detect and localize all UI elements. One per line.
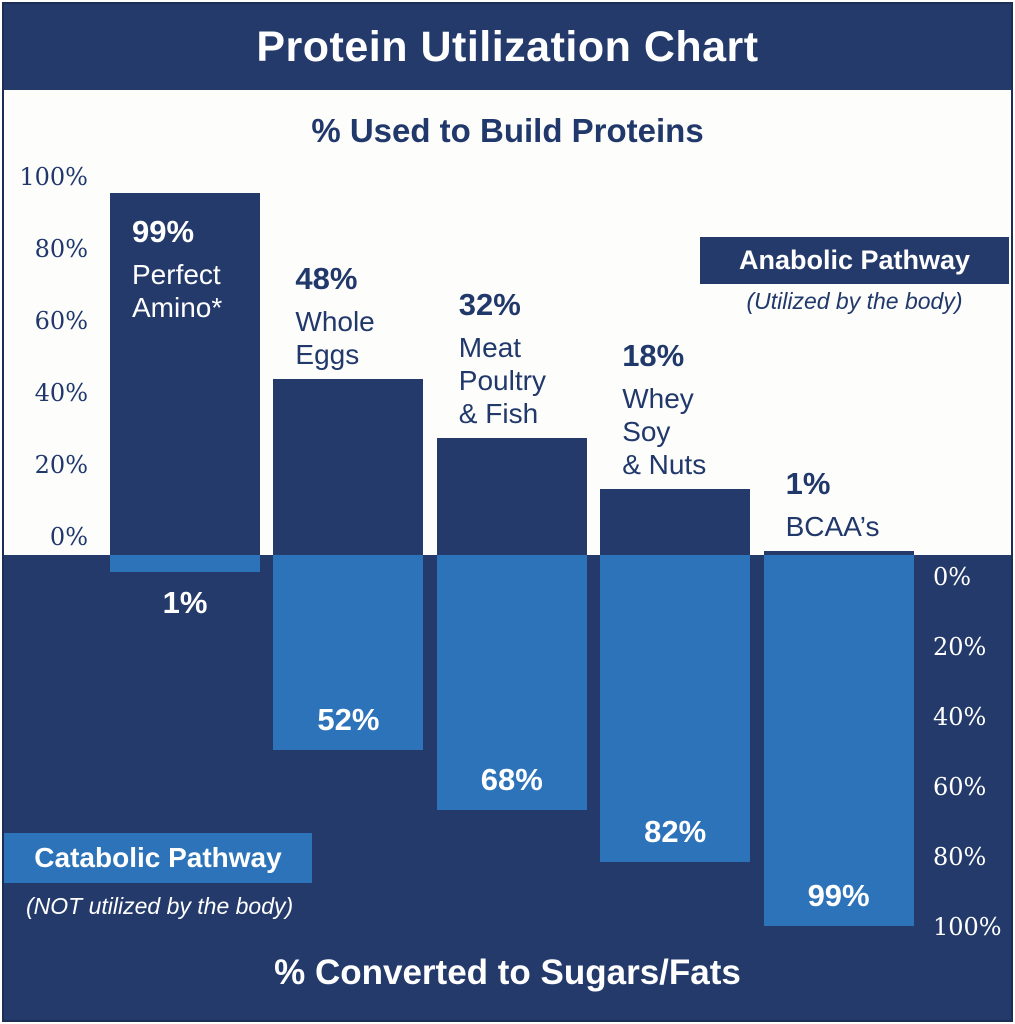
anabolic-pathway-sublabel: (Utilized by the body): [746, 288, 963, 314]
bottom-axis-title: % Converted to Sugars/Fats: [274, 953, 741, 992]
anabolic-bar: [436, 437, 587, 555]
left-axis-tick-label: 100%: [19, 163, 88, 191]
catabolic-pathway-legend: Catabolic Pathway: [4, 833, 312, 883]
page-title: Protein Utilization Chart: [256, 22, 759, 71]
anabolic-pathway-label: Anabolic Pathway: [738, 245, 971, 275]
catabolic-bar: [600, 555, 751, 863]
anabolic-bar: [600, 489, 751, 555]
right-axis-tick-label: 100%: [933, 913, 1002, 941]
title-band: Protein Utilization Chart: [4, 4, 1011, 90]
left-axis-tick-label: 60%: [34, 307, 88, 335]
catabolic-bar: [110, 555, 260, 572]
catabolic-pathway-sublabel: (NOT utilized by the body): [26, 893, 294, 919]
catabolic-bar: [273, 555, 424, 750]
anabolic-bar: [110, 192, 260, 555]
right-axis-tick-label: 40%: [933, 703, 987, 731]
left-axis-tick-label: 0%: [49, 523, 88, 551]
right-axis-tick-label: 20%: [933, 633, 987, 661]
anabolic-bar: [763, 551, 914, 555]
anabolic-pathway-legend: Anabolic Pathway: [700, 237, 1009, 284]
catabolic-bar: [763, 555, 914, 926]
right-axis-tick-label: 60%: [933, 773, 987, 801]
anabolic-bar: [273, 379, 424, 555]
left-axis-tick-label: 20%: [34, 451, 88, 479]
catabolic-bar: [436, 555, 587, 810]
top-axis-title: % Used to Build Proteins: [311, 112, 704, 149]
left-axis-tick-label: 80%: [34, 235, 88, 263]
left-axis-tick-label: 40%: [34, 379, 88, 407]
right-axis-tick-label: 0%: [933, 563, 972, 591]
catabolic-pathway-label: Catabolic Pathway: [34, 842, 282, 873]
right-axis-tick-label: 80%: [933, 843, 987, 871]
